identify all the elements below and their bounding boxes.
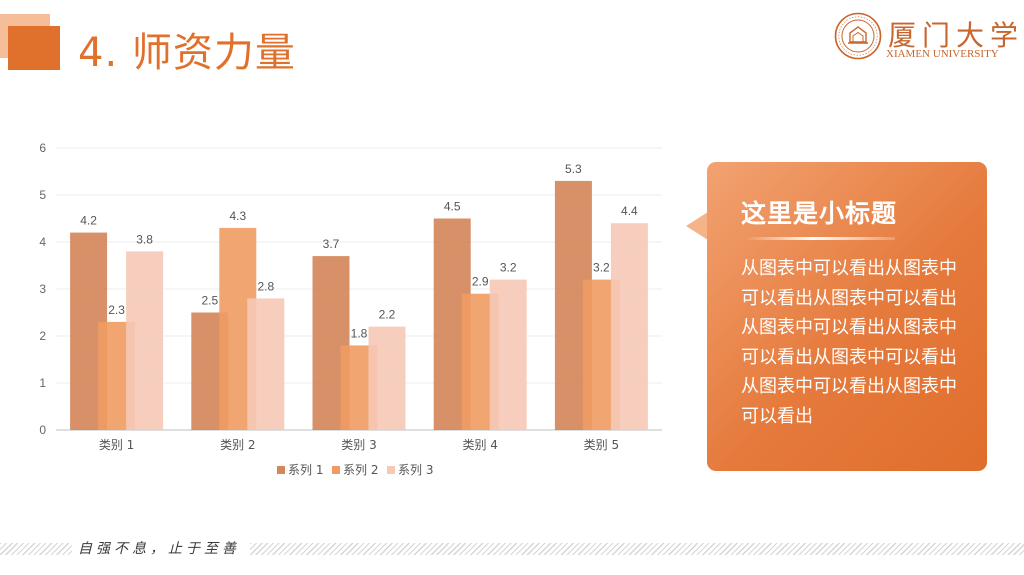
data-label: 4.3 bbox=[229, 209, 246, 223]
data-label: 4.5 bbox=[444, 200, 461, 214]
bar-3 bbox=[247, 298, 285, 430]
legend-swatch-1 bbox=[277, 466, 285, 474]
bar-3 bbox=[126, 251, 164, 430]
data-label: 2.8 bbox=[257, 279, 274, 293]
bar-chart: 0 1 2 3 4 5 6 类别 1 4.2 2.3 3.8 类别 2 2.5 4.3 2.8 类别 3 3.7… bbox=[39, 141, 662, 477]
x-tick-label: 类别 3 bbox=[341, 438, 376, 452]
bar-3 bbox=[610, 223, 648, 430]
bar-3 bbox=[489, 279, 527, 430]
y-tick-label: 4 bbox=[39, 235, 46, 249]
callout-pointer bbox=[686, 212, 708, 240]
data-label: 2.3 bbox=[108, 303, 125, 317]
y-tick-label: 5 bbox=[39, 188, 46, 202]
callout-card: 这里是小标题 从图表中可以看出从图表中可以看出从图表中可以看出从图表中可以看出从… bbox=[707, 162, 987, 471]
data-label: 3.2 bbox=[500, 261, 517, 275]
page-title: 4. 师资力量 bbox=[78, 30, 296, 76]
legend-swatch-2 bbox=[332, 466, 340, 474]
corner-decoration-front bbox=[8, 26, 60, 70]
footer-stripe-left bbox=[0, 543, 72, 555]
data-label: 4.2 bbox=[80, 214, 97, 228]
x-tick-label: 类别 4 bbox=[462, 438, 497, 452]
footer-stripe-right bbox=[250, 543, 1024, 555]
data-label: 3.8 bbox=[136, 232, 153, 246]
bar-3 bbox=[368, 326, 406, 430]
footer-motto: 自强不息，止于至善 bbox=[78, 541, 240, 557]
legend-label: 系列 3 bbox=[398, 463, 433, 477]
callout-body: 从图表中可以看出从图表中可以看出从图表中可以看出从图表中可以看出从图表中可以看出… bbox=[741, 258, 957, 427]
y-tick-label: 3 bbox=[39, 282, 46, 296]
x-tick-label: 类别 1 bbox=[99, 438, 134, 452]
data-label: 5.3 bbox=[565, 162, 582, 176]
y-tick-label: 1 bbox=[39, 376, 46, 390]
y-tick-label: 2 bbox=[39, 329, 46, 343]
x-tick-label: 类别 2 bbox=[220, 438, 255, 452]
data-label: 3.2 bbox=[593, 261, 610, 275]
data-label: 3.7 bbox=[323, 237, 340, 251]
legend-label: 系列 2 bbox=[343, 463, 378, 477]
legend-swatch-3 bbox=[387, 466, 395, 474]
university-name-cn: 厦门大学 bbox=[888, 19, 1024, 52]
callout-title: 这里是小标题 bbox=[741, 199, 898, 228]
x-tick-label: 类别 5 bbox=[584, 438, 619, 452]
y-tick-label: 6 bbox=[39, 141, 46, 155]
data-label: 4.4 bbox=[621, 204, 638, 218]
data-label: 1.8 bbox=[351, 326, 368, 340]
data-label: 2.5 bbox=[201, 294, 218, 308]
university-name-en: XIAMEN UNIVERSITY bbox=[886, 48, 999, 60]
callout-divider bbox=[745, 237, 895, 240]
university-logo: 厦门大学 XIAMEN UNIVERSITY bbox=[834, 12, 1018, 62]
legend-label: 系列 1 bbox=[288, 463, 323, 477]
university-seal-icon bbox=[834, 12, 882, 60]
data-label: 2.2 bbox=[379, 308, 396, 322]
data-label: 2.9 bbox=[472, 275, 489, 289]
y-tick-label: 0 bbox=[39, 423, 46, 437]
